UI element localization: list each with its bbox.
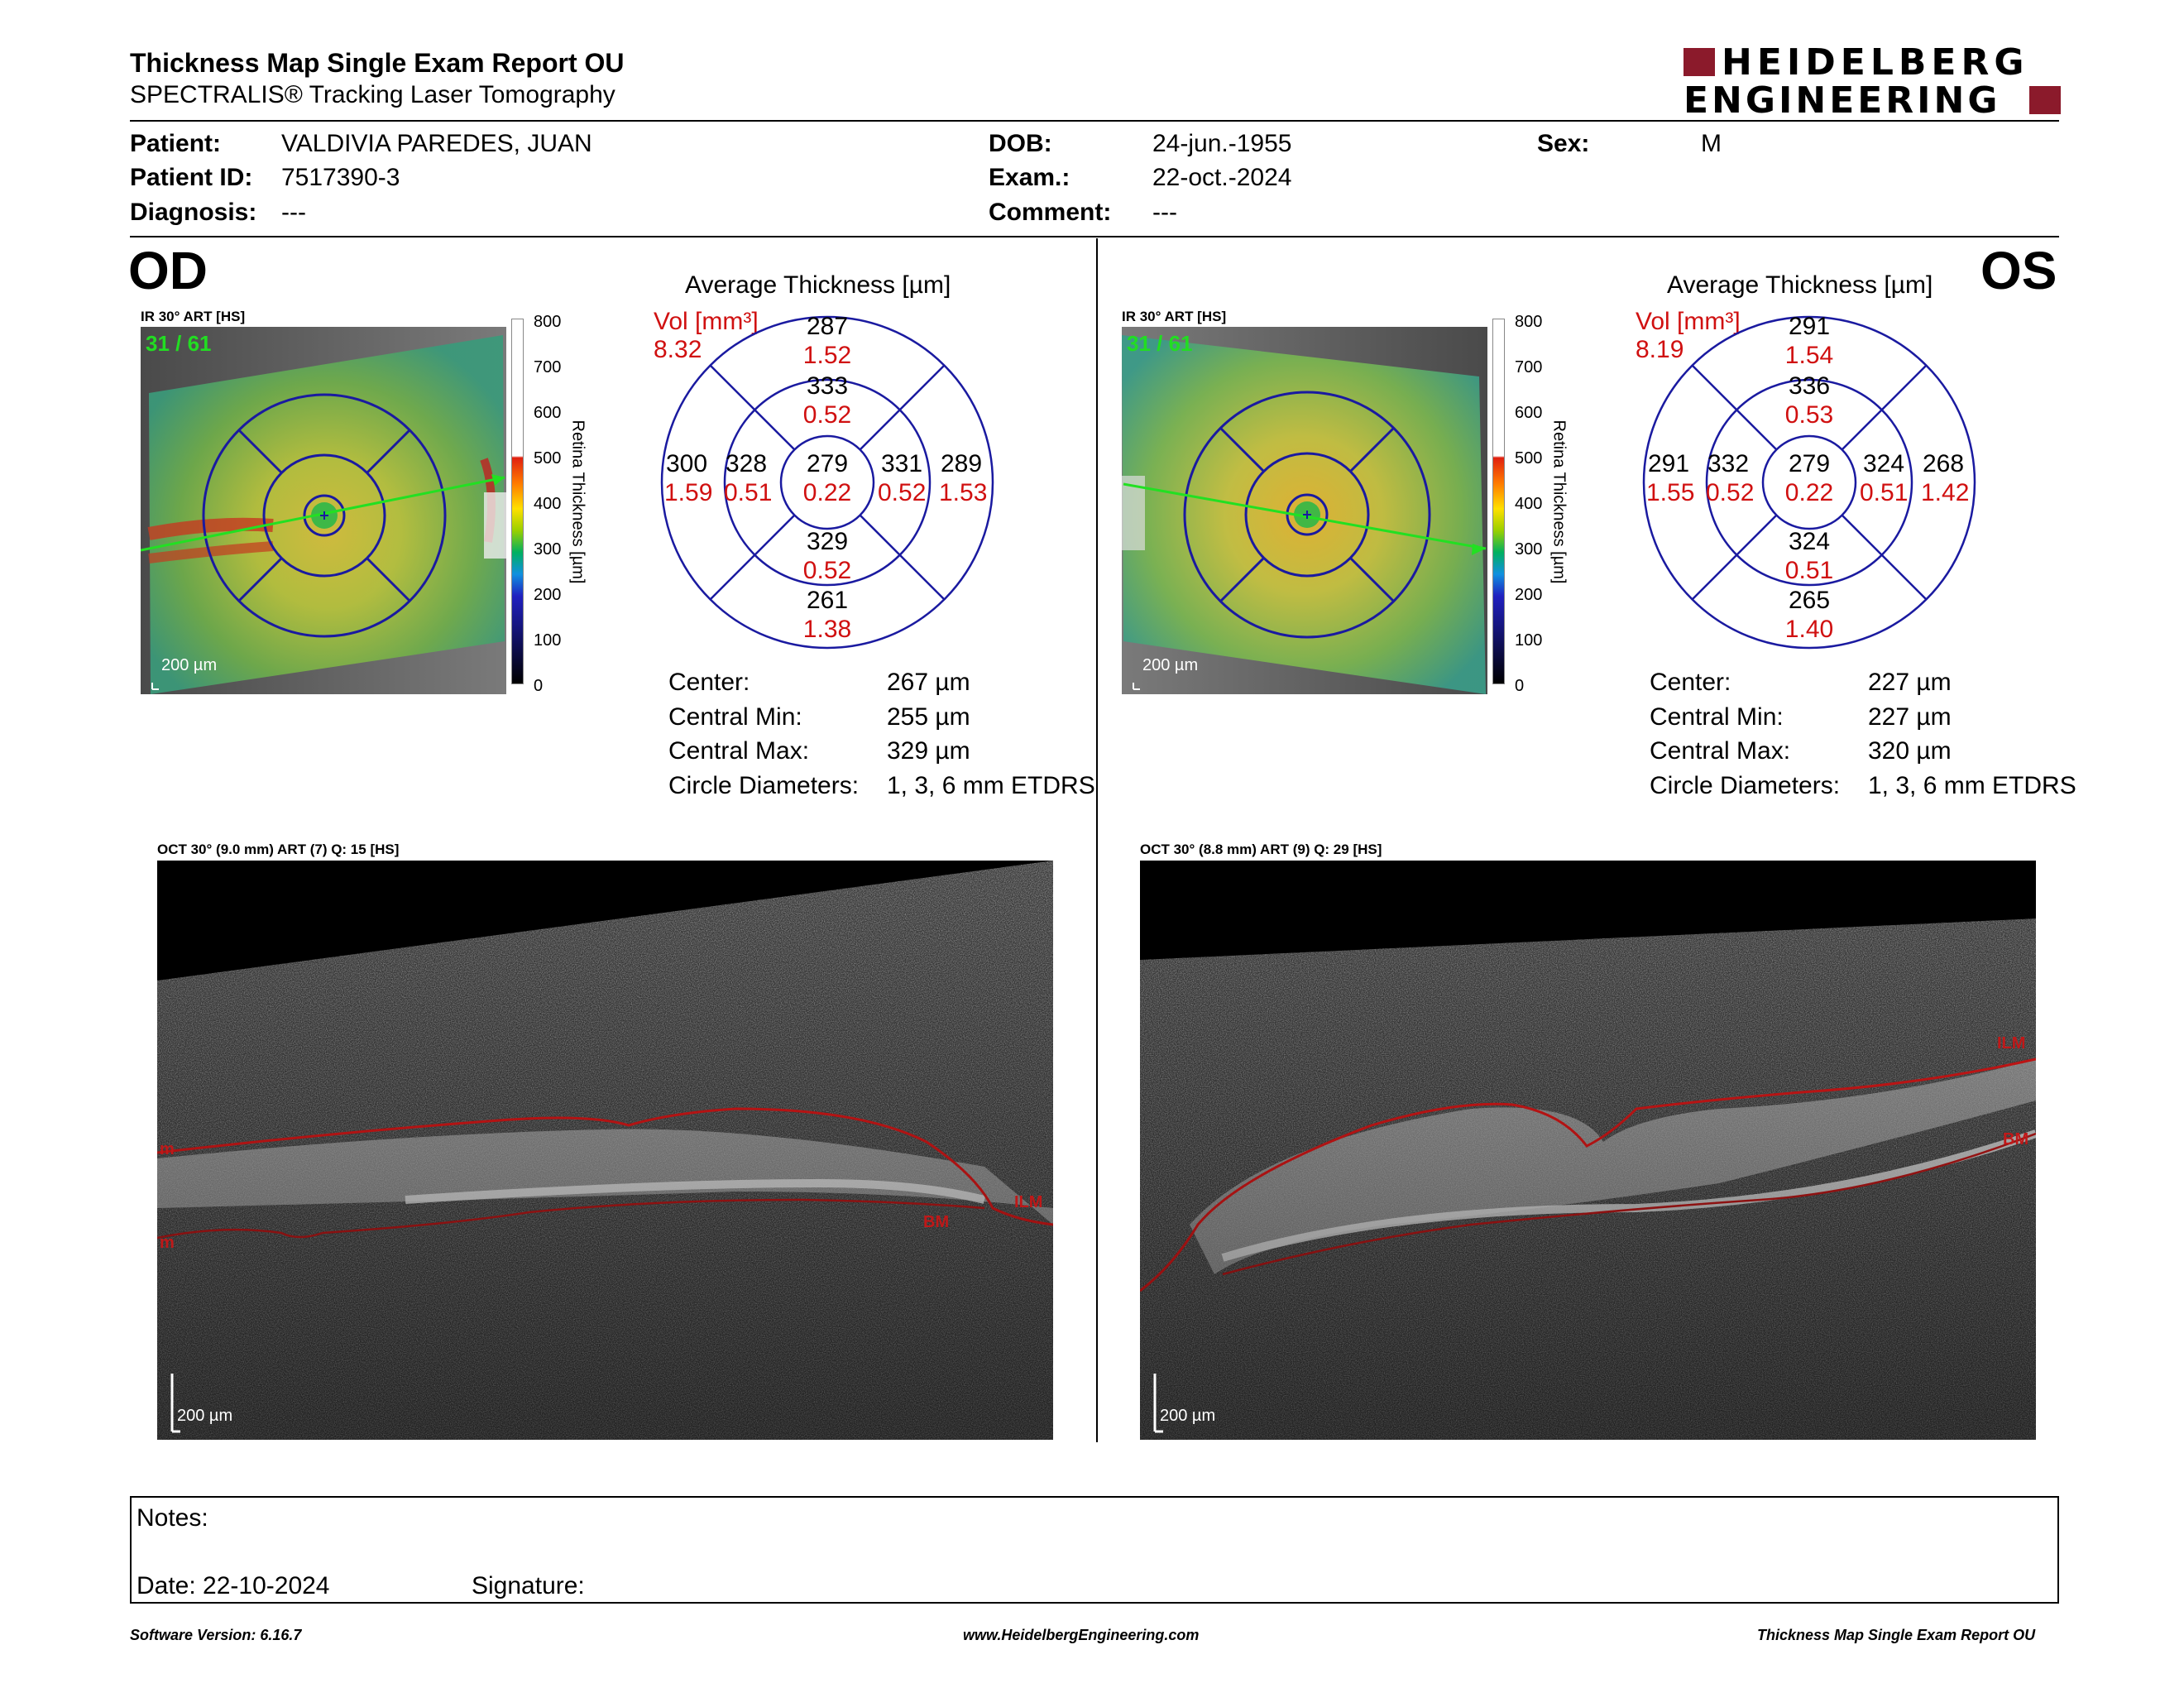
od-vol-total: 8.32 bbox=[654, 336, 702, 363]
notes-label: Notes: bbox=[136, 1504, 208, 1532]
signature-label: Signature: bbox=[472, 1572, 585, 1599]
od-center-value: 267 µm bbox=[887, 669, 970, 696]
os-etdrs-grid bbox=[1642, 315, 1976, 650]
notes-box[interactable]: Notes: Date: 22-10-2024 Signature: bbox=[130, 1496, 2059, 1604]
patient-label: Patient: bbox=[130, 130, 222, 157]
exam-label: Exam.: bbox=[989, 164, 1070, 191]
os-oct-scan bbox=[1140, 861, 2036, 1440]
od-eye-label: OD bbox=[128, 241, 208, 300]
os-center-value: 227 µm bbox=[1868, 669, 1952, 696]
os-oct-label: OCT 30° (8.8 mm) ART (9) Q: 29 [HS] bbox=[1140, 842, 1382, 857]
od-cmax-value: 329 µm bbox=[887, 737, 970, 765]
os-cmax-label: Central Max: bbox=[1650, 737, 1791, 765]
os-colorbar-ticks: 800 700 600 500 400 300 200 100 0 bbox=[1515, 313, 1543, 695]
os-avg-title: Average Thickness [µm] bbox=[1667, 271, 1933, 299]
od-avg-title: Average Thickness [µm] bbox=[685, 271, 951, 299]
od-oct-label: OCT 30° (9.0 mm) ART (7) Q: 15 [HS] bbox=[157, 842, 400, 857]
sex-label: Sex: bbox=[1537, 130, 1590, 157]
od-frame-count: 31 / 61 bbox=[146, 331, 212, 356]
os-thickness-map bbox=[1122, 327, 1487, 694]
patient-name: VALDIVIA PAREDES, JUAN bbox=[281, 130, 592, 157]
os-vol-label: Vol [mm³] bbox=[1636, 308, 1741, 335]
comment-label: Comment: bbox=[989, 199, 1112, 226]
od-cmax-label: Central Max: bbox=[668, 737, 810, 765]
patient-id: 7517390-3 bbox=[281, 164, 400, 191]
od-cmin-label: Central Min: bbox=[668, 703, 802, 731]
brand-line1: HEIDELBERG bbox=[1722, 41, 2029, 84]
brand-logo: HEIDELBERG ENGINEERING bbox=[1684, 41, 2064, 122]
website-link[interactable]: www.HeidelbergEngineering.com bbox=[963, 1627, 1200, 1643]
od-thickness-map bbox=[141, 327, 506, 694]
os-cmin-value: 227 µm bbox=[1868, 703, 1952, 731]
dob-label: DOB: bbox=[989, 130, 1052, 157]
brand-line2: ENGINEERING bbox=[1684, 79, 2001, 122]
od-oct-scan bbox=[157, 861, 1053, 1440]
report-title: Thickness Map Single Exam Report OU bbox=[130, 48, 625, 78]
od-left-edge-bottom: m bbox=[160, 1234, 175, 1252]
dob: 24-jun.-1955 bbox=[1152, 130, 1292, 157]
os-colorbar bbox=[1492, 319, 1505, 684]
os-sector-values: 291 1.54 336 0.53 279 0.22 324 0.51 265 … bbox=[1646, 313, 1970, 643]
os-cmax-value: 320 µm bbox=[1868, 737, 1952, 765]
footer-report-title: Thickness Map Single Exam Report OU bbox=[1757, 1627, 2036, 1643]
os-eye-label: OS bbox=[1980, 241, 2057, 300]
os-vol-total: 8.19 bbox=[1636, 336, 1684, 363]
od-cmin-value: 255 µm bbox=[887, 703, 970, 731]
os-center-label: Center: bbox=[1650, 669, 1731, 696]
od-colorbar bbox=[511, 319, 524, 684]
os-ilm-label: ILM bbox=[1997, 1034, 2026, 1053]
comment: --- bbox=[1152, 199, 1177, 226]
os-frame-count: 31 / 61 bbox=[1127, 331, 1193, 356]
od-vol-label: Vol [mm³] bbox=[654, 308, 759, 335]
diagnosis: --- bbox=[281, 199, 306, 226]
od-oct-scale: 200 µm bbox=[177, 1407, 233, 1425]
od-bm-label: BM bbox=[923, 1213, 950, 1231]
patient-id-label: Patient ID: bbox=[130, 164, 253, 191]
od-diam-label: Circle Diameters: bbox=[668, 772, 860, 799]
os-ir-label: IR 30° ART [HS] bbox=[1122, 309, 1227, 324]
od-center-label: Center: bbox=[668, 669, 750, 696]
os-colorbar-title: Retina Thickness [µm] bbox=[1549, 420, 1569, 584]
os-map-scale: 200 µm bbox=[1142, 656, 1199, 674]
eye-divider bbox=[1096, 238, 1098, 1442]
od-colorbar-ticks: 800 700 600 500 400 300 200 100 0 bbox=[534, 313, 562, 695]
od-left-edge-top: m bbox=[160, 1140, 175, 1158]
od-etdrs-grid bbox=[660, 315, 994, 650]
od-ir-label: IR 30° ART [HS] bbox=[141, 309, 246, 324]
os-diam-value: 1, 3, 6 mm ETDRS bbox=[1868, 772, 2076, 799]
diagnosis-label: Diagnosis: bbox=[130, 199, 257, 226]
os-diam-label: Circle Diameters: bbox=[1650, 772, 1841, 799]
os-oct-scale: 200 µm bbox=[1160, 1407, 1216, 1425]
od-sector-values: 287 1.52 333 0.52 279 0.22 329 0.52 261 … bbox=[664, 313, 988, 643]
sex: M bbox=[1701, 130, 1722, 157]
od-diam-value: 1, 3, 6 mm ETDRS bbox=[887, 772, 1095, 799]
report-subtitle: SPECTRALIS® Tracking Laser Tomography bbox=[130, 81, 615, 108]
od-colorbar-title: Retina Thickness [µm] bbox=[568, 420, 587, 584]
od-map-scale: 200 µm bbox=[161, 656, 218, 674]
os-cmin-label: Central Min: bbox=[1650, 703, 1784, 731]
exam-date: 22-oct.-2024 bbox=[1152, 164, 1292, 191]
od-ilm-label: ILM bbox=[1014, 1193, 1043, 1211]
software-version: Software Version: 6.16.7 bbox=[130, 1627, 302, 1643]
date-label: Date: 22-10-2024 bbox=[136, 1572, 330, 1599]
os-bm-label: BM bbox=[2003, 1130, 2029, 1149]
